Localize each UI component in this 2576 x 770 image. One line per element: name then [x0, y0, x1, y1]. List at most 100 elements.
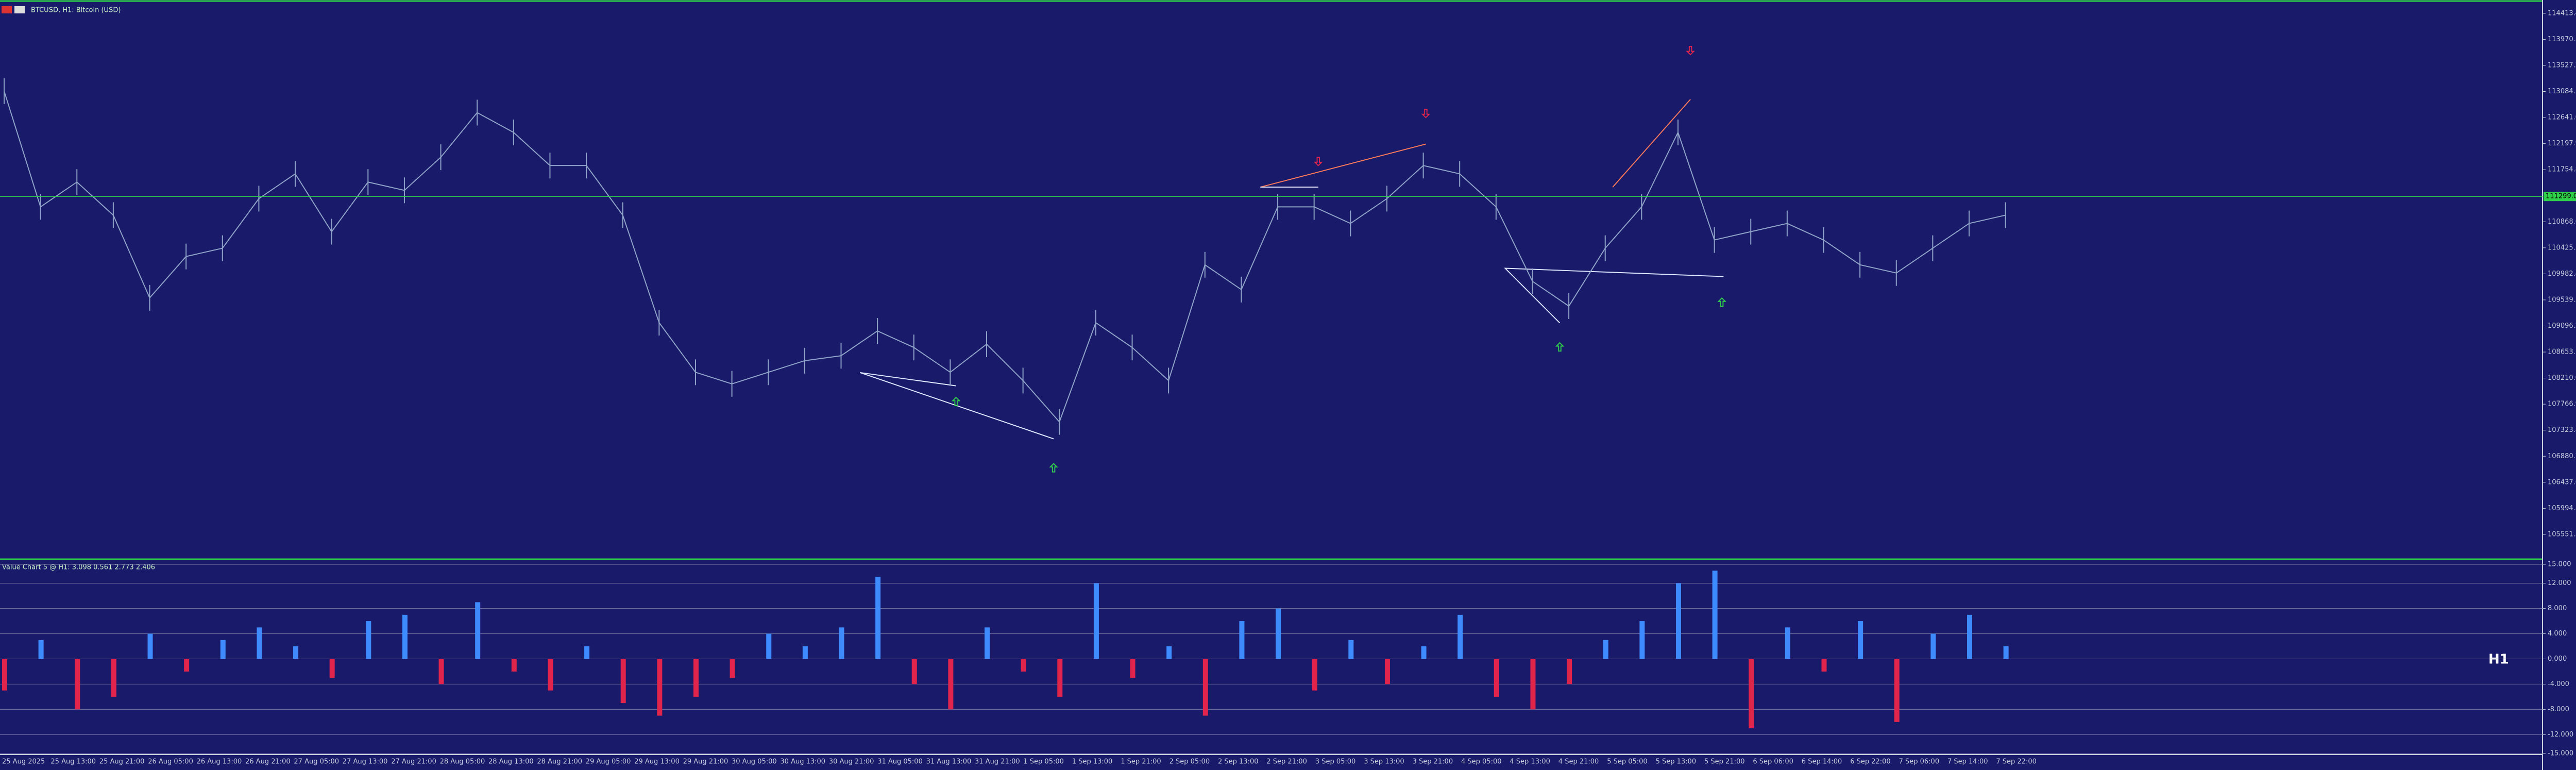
x-tick-label: 6 Sep 06:00 — [1753, 758, 1793, 766]
indicator-bar — [1239, 621, 1245, 659]
y-tick-label: 110868.60 — [2548, 218, 2576, 226]
y-tick-label: 108653.10 — [2548, 348, 2576, 356]
x-tick-label: 29 Aug 21:00 — [683, 758, 728, 766]
indicator-bar — [1749, 659, 1754, 729]
y-tick-label: 113970.30 — [2548, 36, 2576, 43]
indicator-bar — [1894, 659, 1900, 722]
y-tick-label: 109539.30 — [2548, 296, 2576, 304]
indicator-bar — [1384, 659, 1390, 684]
x-tick-label: 4 Sep 05:00 — [1461, 758, 1502, 766]
x-tick-label: 1 Sep 21:00 — [1121, 758, 1161, 766]
x-tick-label: 4 Sep 21:00 — [1558, 758, 1599, 766]
up-arrow — [1555, 342, 1565, 352]
indicator-bar — [511, 659, 517, 672]
x-tick-label: 3 Sep 05:00 — [1315, 758, 1356, 766]
indicator-bar — [220, 640, 226, 659]
y-tick-label: 107323.80 — [2548, 426, 2576, 434]
up-arrow — [1717, 297, 1726, 307]
x-tick-label: 26 Aug 13:00 — [197, 758, 242, 766]
x-tick-label: 30 Aug 13:00 — [780, 758, 825, 766]
indicator-bar — [1930, 633, 1936, 659]
y-tick-label: 106437.60 — [2548, 478, 2576, 486]
x-tick-label: 25 Aug 13:00 — [50, 758, 96, 766]
indicator-bar — [730, 659, 735, 678]
x-tick-label: 27 Aug 13:00 — [343, 758, 388, 766]
x-tick-label: 31 Aug 21:00 — [975, 758, 1020, 766]
x-tick-label: 26 Aug 21:00 — [245, 758, 291, 766]
x-tick-label: 3 Sep 13:00 — [1364, 758, 1404, 766]
x-tick-label: 6 Sep 22:00 — [1850, 758, 1891, 766]
y-tick-label: -15.000 — [2548, 750, 2573, 758]
flag-icon — [2, 6, 12, 13]
indicator-bar — [1785, 627, 1790, 659]
indicator-bar — [1494, 659, 1499, 697]
indicator-bar — [1021, 659, 1026, 672]
indicator-bar — [329, 659, 335, 678]
x-tick-label: 27 Aug 05:00 — [294, 758, 339, 766]
indicator-bar — [839, 627, 844, 659]
x-tick-label: 6 Sep 14:00 — [1802, 758, 1842, 766]
x-tick-label: 29 Aug 13:00 — [634, 758, 680, 766]
indicator-bar — [1130, 659, 1136, 678]
y-tick-label: 8.000 — [2548, 605, 2567, 612]
indicator-bar — [1567, 659, 1572, 684]
price-line — [4, 91, 2006, 423]
buy-arrows — [951, 297, 1726, 473]
indicator-bar — [1202, 659, 1208, 716]
down-arrow — [1421, 109, 1431, 119]
indicator-bar — [38, 640, 44, 659]
indicator-bar — [1093, 583, 1099, 659]
indicator-bar — [620, 659, 626, 704]
x-tick-label: 26 Aug 05:00 — [148, 758, 193, 766]
indicator-bar — [548, 659, 553, 691]
x-tick-label: 27 Aug 21:00 — [391, 758, 436, 766]
indicator-bar — [1639, 621, 1645, 659]
x-tick-label: 7 Sep 22:00 — [1996, 758, 2037, 766]
indicator-bar — [1312, 659, 1317, 691]
x-tick-label: 28 Aug 05:00 — [440, 758, 485, 766]
indicator-bar — [1967, 614, 1973, 659]
up-arrow — [951, 396, 961, 407]
indicator-bar — [1057, 659, 1063, 697]
x-tick-label: 31 Aug 13:00 — [926, 758, 972, 766]
x-tick-label: 5 Sep 13:00 — [1656, 758, 1697, 766]
x-tick-label: 29 Aug 05:00 — [586, 758, 631, 766]
indicator-bar — [438, 659, 444, 684]
indicator-bar — [1348, 640, 1354, 659]
y-tick-label: 110425.50 — [2548, 244, 2576, 252]
y-tick-label: 0.000 — [2548, 655, 2567, 663]
y-tick-label: 4.000 — [2548, 630, 2567, 638]
y-tick-label: 106880.70 — [2548, 453, 2576, 460]
trendline — [1612, 99, 1691, 188]
up-arrow — [1049, 463, 1058, 473]
timeframe-label: H1 — [2488, 652, 2509, 667]
x-tick-label: 28 Aug 21:00 — [537, 758, 582, 766]
y-tick-label: 105994.50 — [2548, 505, 2576, 512]
indicator-bar — [1458, 614, 1463, 659]
indicator-bar — [1166, 646, 1172, 659]
indicator-bar — [1276, 608, 1281, 659]
indicator-title: Value Chart 5 @ H1: 3.098 0.561 2.773 2.… — [2, 564, 155, 572]
y-tick-label: 107766.90 — [2548, 400, 2576, 408]
down-arrow — [1686, 46, 1695, 56]
indicator-bar — [75, 659, 80, 710]
x-tick-label: 4 Sep 13:00 — [1510, 758, 1550, 766]
x-tick-label: 30 Aug 05:00 — [732, 758, 777, 766]
indicator-bar — [147, 633, 153, 659]
x-tick-label: 2 Sep 13:00 — [1218, 758, 1259, 766]
x-tick-label: 1 Sep 13:00 — [1072, 758, 1113, 766]
y-tick-label: 109982.40 — [2548, 270, 2576, 278]
y-tick-label: 105551.50 — [2548, 530, 2576, 538]
x-tick-label: 2 Sep 05:00 — [1170, 758, 1210, 766]
sell-arrows — [1314, 46, 1695, 166]
down-arrow — [1314, 157, 1323, 166]
x-tick-label: 7 Sep 14:00 — [1947, 758, 1988, 766]
indicator-bar — [184, 659, 190, 672]
symbol-icon — [14, 6, 25, 13]
x-tick-label: 30 Aug 21:00 — [829, 758, 874, 766]
trendline — [1504, 267, 1724, 324]
x-tick-label: 31 Aug 05:00 — [877, 758, 923, 766]
